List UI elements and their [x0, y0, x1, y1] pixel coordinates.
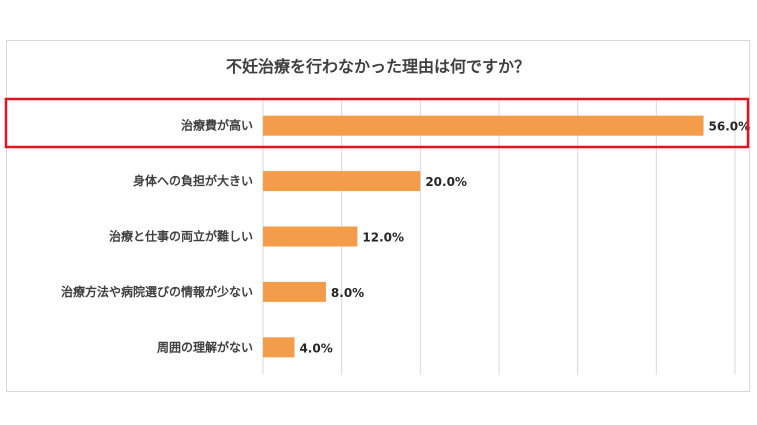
value-label: 56.0%	[709, 120, 751, 134]
category-label: 治療と仕事の両立が難しい	[109, 229, 253, 244]
highlight-box	[4, 97, 750, 149]
bar	[263, 337, 295, 358]
category-label: 治療費が高い	[181, 118, 253, 133]
bar	[263, 226, 358, 247]
category-label: 治療方法や病院選びの情報が少ない	[61, 284, 253, 299]
chart-title: 不妊治療を行わなかった理由は何ですか？	[226, 57, 530, 76]
value-label: 12.0%	[362, 231, 404, 245]
bar	[263, 281, 326, 302]
bars	[263, 115, 704, 358]
value-label: 4.0%	[299, 341, 332, 355]
value-label: 20.0%	[425, 175, 467, 189]
category-label: 周囲の理解がない	[157, 339, 253, 354]
gridlines	[262, 98, 736, 375]
bar	[263, 115, 704, 136]
bar	[263, 171, 421, 192]
category-label: 身体への負担が大きい	[133, 173, 253, 188]
value-label: 8.0%	[331, 286, 364, 300]
labels: 治療費が高い 56.0% 身体への負担が大きい 20.0% 治療と仕事の両立が難しい 12…	[4, 97, 751, 355]
